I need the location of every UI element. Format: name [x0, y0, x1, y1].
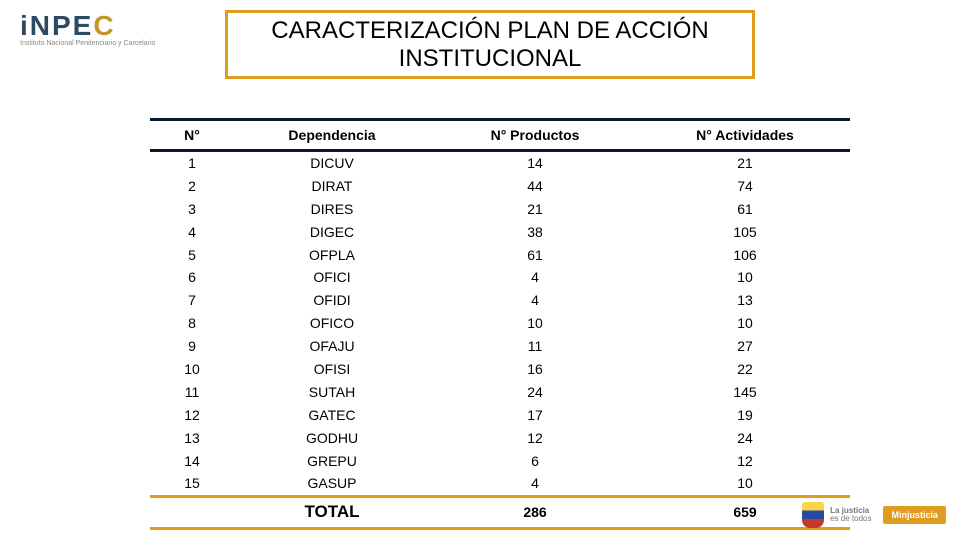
table-row: 13GODHU1224 — [150, 427, 850, 450]
cell-dep: GATEC — [234, 404, 430, 427]
cell-dep: OFISI — [234, 358, 430, 381]
cell-n: 8 — [150, 312, 234, 335]
footer-slogan: La justicia es de todos — [830, 507, 871, 524]
cell-dep: DIGEC — [234, 221, 430, 244]
cell-prod: 12 — [430, 427, 640, 450]
table-row: 15GASUP410 — [150, 472, 850, 496]
cell-dep: GODHU — [234, 427, 430, 450]
cell-n: 11 — [150, 381, 234, 404]
cell-act: 12 — [640, 450, 850, 473]
logo-text-part1: iNPE — [20, 10, 93, 41]
cell-n: 14 — [150, 450, 234, 473]
cell-n: 13 — [150, 427, 234, 450]
cell-act: 105 — [640, 221, 850, 244]
footer-branding: La justicia es de todos Minjusticia — [802, 502, 946, 528]
cell-n: 12 — [150, 404, 234, 427]
footer-slogan-line2: es de todos — [830, 515, 871, 523]
cell-act: 21 — [640, 151, 850, 175]
cell-dep: GASUP — [234, 472, 430, 496]
cell-act: 10 — [640, 266, 850, 289]
cell-act: 22 — [640, 358, 850, 381]
cell-n: 10 — [150, 358, 234, 381]
cell-prod: 4 — [430, 472, 640, 496]
cell-dep: OFICO — [234, 312, 430, 335]
cell-act: 145 — [640, 381, 850, 404]
cell-prod: 11 — [430, 335, 640, 358]
cell-act: 106 — [640, 244, 850, 267]
cell-prod: 16 — [430, 358, 640, 381]
cell-dep: OFIDI — [234, 289, 430, 312]
cell-n: 7 — [150, 289, 234, 312]
cell-empty — [150, 497, 234, 529]
cell-dep: OFAJU — [234, 335, 430, 358]
table-body: 1DICUV14212DIRAT44743DIRES21614DIGEC3810… — [150, 151, 850, 529]
cell-dep: DICUV — [234, 151, 430, 175]
table-row: 8OFICO1010 — [150, 312, 850, 335]
cell-prod: 24 — [430, 381, 640, 404]
table-row: 2DIRAT4474 — [150, 175, 850, 198]
cell-n: 9 — [150, 335, 234, 358]
table-row: 7OFIDI413 — [150, 289, 850, 312]
cell-n: 5 — [150, 244, 234, 267]
table-row: 4DIGEC38105 — [150, 221, 850, 244]
page-title-box: CARACTERIZACIÓN PLAN DE ACCIÓN INSTITUCI… — [225, 10, 755, 79]
cell-dep: OFICI — [234, 266, 430, 289]
cell-n: 1 — [150, 151, 234, 175]
table-header-row: N° Dependencia N° Productos N° Actividad… — [150, 120, 850, 151]
total-label: TOTAL — [234, 497, 430, 529]
table-row: 6OFICI410 — [150, 266, 850, 289]
cell-dep: DIRAT — [234, 175, 430, 198]
cell-act: 10 — [640, 312, 850, 335]
cell-act: 24 — [640, 427, 850, 450]
cell-n: 3 — [150, 198, 234, 221]
col-header-n: N° — [150, 120, 234, 151]
cell-act: 74 — [640, 175, 850, 198]
data-table-wrap: N° Dependencia N° Productos N° Actividad… — [150, 118, 850, 530]
inpec-logo: iNPEC Instituto Nacional Penitenciario y… — [20, 10, 155, 47]
table-row: 11SUTAH24145 — [150, 381, 850, 404]
cell-act: 13 — [640, 289, 850, 312]
table-row: 14GREPU612 — [150, 450, 850, 473]
col-header-productos: N° Productos — [430, 120, 640, 151]
cell-n: 4 — [150, 221, 234, 244]
logo-text-accent: C — [93, 10, 115, 41]
cell-act: 27 — [640, 335, 850, 358]
cell-prod: 6 — [430, 450, 640, 473]
cell-dep: GREPU — [234, 450, 430, 473]
col-header-dependencia: Dependencia — [234, 120, 430, 151]
cell-act: 10 — [640, 472, 850, 496]
table-row: 3DIRES2161 — [150, 198, 850, 221]
cell-n: 2 — [150, 175, 234, 198]
dependencies-table: N° Dependencia N° Productos N° Actividad… — [150, 118, 850, 530]
cell-prod: 10 — [430, 312, 640, 335]
table-row: 5OFPLA61106 — [150, 244, 850, 267]
cell-prod: 17 — [430, 404, 640, 427]
table-row: 9OFAJU1127 — [150, 335, 850, 358]
cell-prod: 44 — [430, 175, 640, 198]
cell-dep: SUTAH — [234, 381, 430, 404]
table-total-row: TOTAL286659 — [150, 497, 850, 529]
cell-act: 19 — [640, 404, 850, 427]
cell-dep: DIRES — [234, 198, 430, 221]
total-productos: 286 — [430, 497, 640, 529]
cell-act: 61 — [640, 198, 850, 221]
colombia-shield-icon — [802, 502, 824, 528]
cell-n: 6 — [150, 266, 234, 289]
cell-dep: OFPLA — [234, 244, 430, 267]
cell-prod: 21 — [430, 198, 640, 221]
cell-n: 15 — [150, 472, 234, 496]
page-title: CARACTERIZACIÓN PLAN DE ACCIÓN INSTITUCI… — [238, 17, 742, 72]
table-row: 1DICUV1421 — [150, 151, 850, 175]
cell-prod: 61 — [430, 244, 640, 267]
logo-main: iNPEC — [20, 10, 116, 42]
table-row: 12GATEC1719 — [150, 404, 850, 427]
logo-subtitle: Instituto Nacional Penitenciario y Carce… — [20, 40, 155, 47]
cell-prod: 14 — [430, 151, 640, 175]
cell-prod: 4 — [430, 266, 640, 289]
cell-prod: 4 — [430, 289, 640, 312]
col-header-actividades: N° Actividades — [640, 120, 850, 151]
cell-prod: 38 — [430, 221, 640, 244]
ministry-badge: Minjusticia — [883, 506, 946, 524]
table-row: 10OFISI1622 — [150, 358, 850, 381]
